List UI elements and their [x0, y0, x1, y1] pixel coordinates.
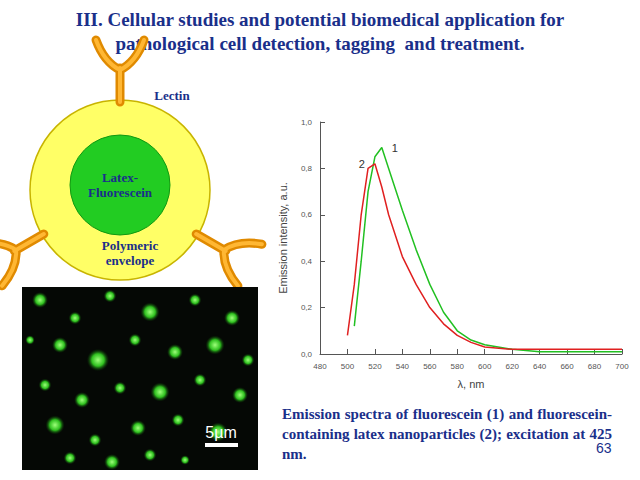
- html-text:pathological cell detection, t: pathological cell detection, tagging and…: [115, 33, 525, 54]
- svg-text:560: 560: [423, 362, 437, 371]
- svg-text:0,2: 0,2: [301, 303, 313, 312]
- svg-text:1: 1: [392, 142, 398, 154]
- svg-text:Latex-Fluorescein: Latex-Fluorescein: [88, 170, 153, 200]
- svg-text:500: 500: [341, 362, 355, 371]
- svg-text:Polymericenvelope: Polymericenvelope: [102, 238, 159, 268]
- svg-text:λ, nm: λ, nm: [458, 378, 485, 390]
- svg-text:580: 580: [451, 362, 465, 371]
- svg-text:Lectin: Lectin: [154, 88, 190, 103]
- svg-text:2: 2: [359, 158, 365, 170]
- svg-text:Emission intensity, a.u.: Emission intensity, a.u.: [277, 182, 289, 294]
- html-text:Emission spectra of fluorescei: Emission spectra of fluorescein (1) and …: [282, 406, 612, 462]
- html-text:III. Cellular studies and pote: III. Cellular studies and potential biom…: [75, 9, 565, 30]
- svg-text:480: 480: [313, 362, 327, 371]
- svg-text:660: 660: [560, 362, 574, 371]
- svg-text:0,8: 0,8: [301, 164, 313, 173]
- svg-text:0,4: 0,4: [301, 257, 313, 266]
- svg-text:540: 540: [396, 362, 410, 371]
- html-text:63: 63: [596, 440, 612, 456]
- svg-text:5µm: 5µm: [205, 424, 236, 441]
- svg-text:520: 520: [368, 362, 382, 371]
- svg-text:700: 700: [615, 362, 629, 371]
- svg-text:680: 680: [588, 362, 602, 371]
- svg-text:620: 620: [506, 362, 520, 371]
- svg-text:640: 640: [533, 362, 547, 371]
- svg-text:1,0: 1,0: [301, 118, 313, 127]
- svg-text:0,6: 0,6: [301, 210, 313, 219]
- svg-text:0,0: 0,0: [301, 350, 313, 359]
- svg-text:600: 600: [478, 362, 492, 371]
